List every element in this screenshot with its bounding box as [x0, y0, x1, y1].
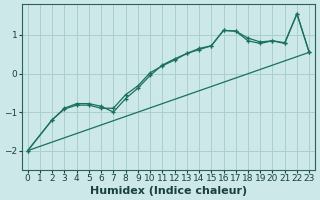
X-axis label: Humidex (Indice chaleur): Humidex (Indice chaleur): [90, 186, 247, 196]
